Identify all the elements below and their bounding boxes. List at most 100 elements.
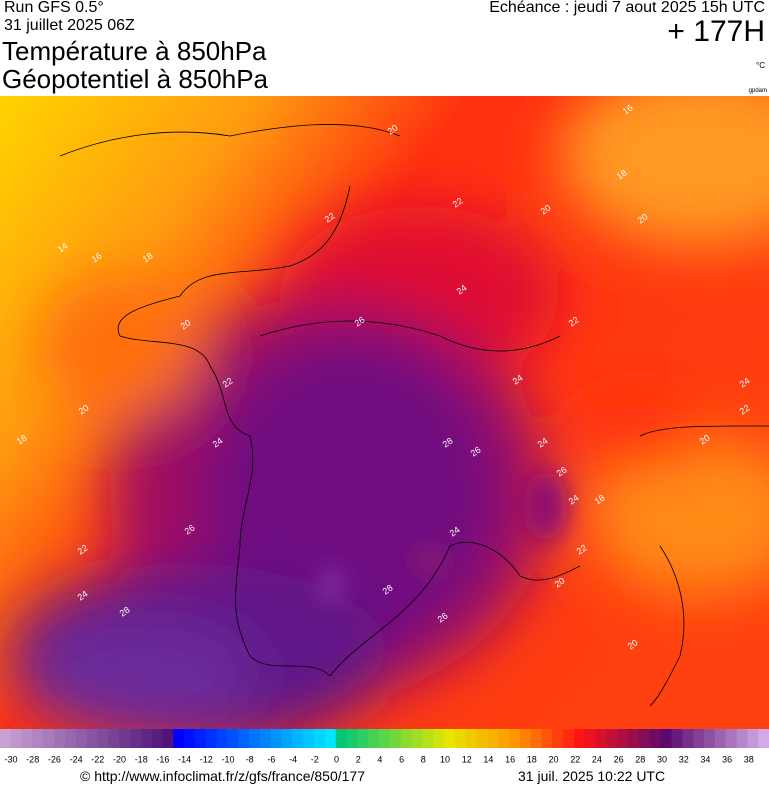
colorbar-label: 6 — [399, 754, 404, 764]
colorbar-swatch — [704, 729, 716, 748]
map: 20 16 18 20 22 22 20 14 16 18 24 26 22 20 22 24 24 20 22 18… — [0, 96, 769, 729]
contour-label: 18 — [141, 251, 155, 265]
colorbar-swatch — [714, 729, 727, 748]
colorbar-swatch — [281, 729, 293, 748]
contour-label: 28 — [381, 583, 395, 597]
colorbar-label: 14 — [483, 754, 493, 764]
colorbar-label: -28 — [26, 754, 39, 764]
contour-label: 20 — [553, 576, 567, 590]
colorbar-swatch — [314, 729, 326, 748]
colorbar-label: -4 — [289, 754, 297, 764]
colorbar-swatch — [736, 729, 748, 748]
colorbar-label: 18 — [527, 754, 537, 764]
contour-label: 20 — [636, 212, 650, 226]
contour-label: 18 — [593, 493, 607, 507]
colorbar-swatch — [335, 729, 348, 748]
contour-label: 24 — [76, 589, 90, 603]
colorbar-swatch — [173, 729, 185, 748]
colorbar-label: -18 — [135, 754, 148, 764]
colorbar-label: 16 — [505, 754, 515, 764]
colorbar-swatch — [649, 729, 662, 748]
colorbar-swatch — [639, 729, 651, 748]
contour-label: 20 — [179, 318, 193, 332]
unit-label: °C — [756, 61, 765, 70]
colorbar-label: -30 — [4, 754, 17, 764]
contour-label: 24 — [536, 436, 550, 450]
colorbar-swatch — [584, 729, 597, 748]
contour-label: 26 — [183, 523, 197, 537]
contour-label: 24 — [455, 283, 469, 297]
contour-label: 20 — [539, 203, 553, 217]
colorbar-swatch — [725, 729, 738, 748]
temperature-field — [10, 96, 769, 729]
colorbar-swatch — [10, 729, 23, 748]
colorbar-swatch — [606, 729, 618, 748]
contour-label: 26 — [555, 465, 569, 479]
colorbar-swatch — [509, 729, 521, 748]
colorbar-label: -24 — [70, 754, 83, 764]
colorbar-swatch — [21, 729, 33, 748]
colorbar-swatch — [119, 729, 131, 748]
colorbar-swatch — [194, 729, 207, 748]
colorbar-label: -14 — [178, 754, 191, 764]
colorbar-swatch — [498, 729, 510, 748]
contour-label: 22 — [221, 376, 235, 390]
colorbar-swatch — [552, 729, 564, 748]
colorbar-swatch — [75, 729, 88, 748]
colorbar-label: -22 — [91, 754, 104, 764]
colorbar-swatch — [249, 729, 261, 748]
colorbar-swatch — [54, 729, 66, 748]
run-label: Run GFS 0.5° — [4, 0, 104, 16]
colorbar-label: -8 — [246, 754, 254, 764]
colorbar-swatch — [303, 729, 315, 748]
colorbar-swatch — [671, 729, 683, 748]
colorbar-label: -20 — [113, 754, 126, 764]
colorbar-label: 8 — [421, 754, 426, 764]
colorbar-swatch — [368, 729, 380, 748]
colorbar-label: 28 — [635, 754, 645, 764]
colorbar-swatch — [238, 729, 250, 748]
colorbar-label: 2 — [356, 754, 361, 764]
colorbar-label: -10 — [221, 754, 234, 764]
colorbar-label: -6 — [267, 754, 275, 764]
colorbar-swatch — [454, 729, 467, 748]
contour-label: 22 — [323, 211, 337, 225]
colorbar-label: 24 — [592, 754, 602, 764]
contour-label: 20 — [386, 123, 400, 137]
colorbar-swatch — [151, 729, 163, 748]
contour-label: 18 — [15, 433, 29, 447]
colorbar-swatch — [682, 729, 694, 748]
colorbar-label: -26 — [48, 754, 61, 764]
contour-label: 16 — [621, 103, 635, 117]
unit-label-2: gpdam — [748, 88, 767, 94]
colorbar-swatch — [422, 729, 434, 748]
colorbar-label: 38 — [744, 754, 754, 764]
colorbar-swatch — [595, 729, 608, 748]
colorbar-swatch — [563, 729, 575, 748]
contour-label: 22 — [76, 543, 90, 557]
colorbar-swatch — [357, 729, 369, 748]
colorbar-label: 34 — [700, 754, 710, 764]
colorbar-label: 0 — [334, 754, 339, 764]
colorbar-label: 20 — [548, 754, 558, 764]
contour-label: 20 — [698, 433, 712, 447]
colorbar-swatch — [444, 729, 456, 748]
colorbar-swatch — [465, 729, 478, 748]
colorbar-swatch — [64, 729, 77, 748]
colorbar-swatch — [270, 729, 283, 748]
colorbar-swatch — [346, 729, 358, 748]
contour-label: 24 — [448, 525, 462, 539]
colorbar-swatch — [411, 729, 423, 748]
colorbar: -30 -28 -26 -24 -22 -20 -18 -16 -14 -12 -10 -8 -6 -4-… — [0, 729, 769, 764]
contour-label: 14 — [56, 241, 70, 255]
coastlines — [59, 124, 769, 707]
colorbar-swatch — [292, 729, 304, 748]
colorbar-label: 12 — [462, 754, 472, 764]
colorbar-label: 30 — [657, 754, 667, 764]
colorbar-label: 32 — [679, 754, 689, 764]
contour-label: 28 — [118, 605, 132, 619]
colorbar-swatch — [476, 729, 488, 748]
colorbar-swatch — [389, 729, 402, 748]
contour-label: 24 — [567, 493, 581, 507]
